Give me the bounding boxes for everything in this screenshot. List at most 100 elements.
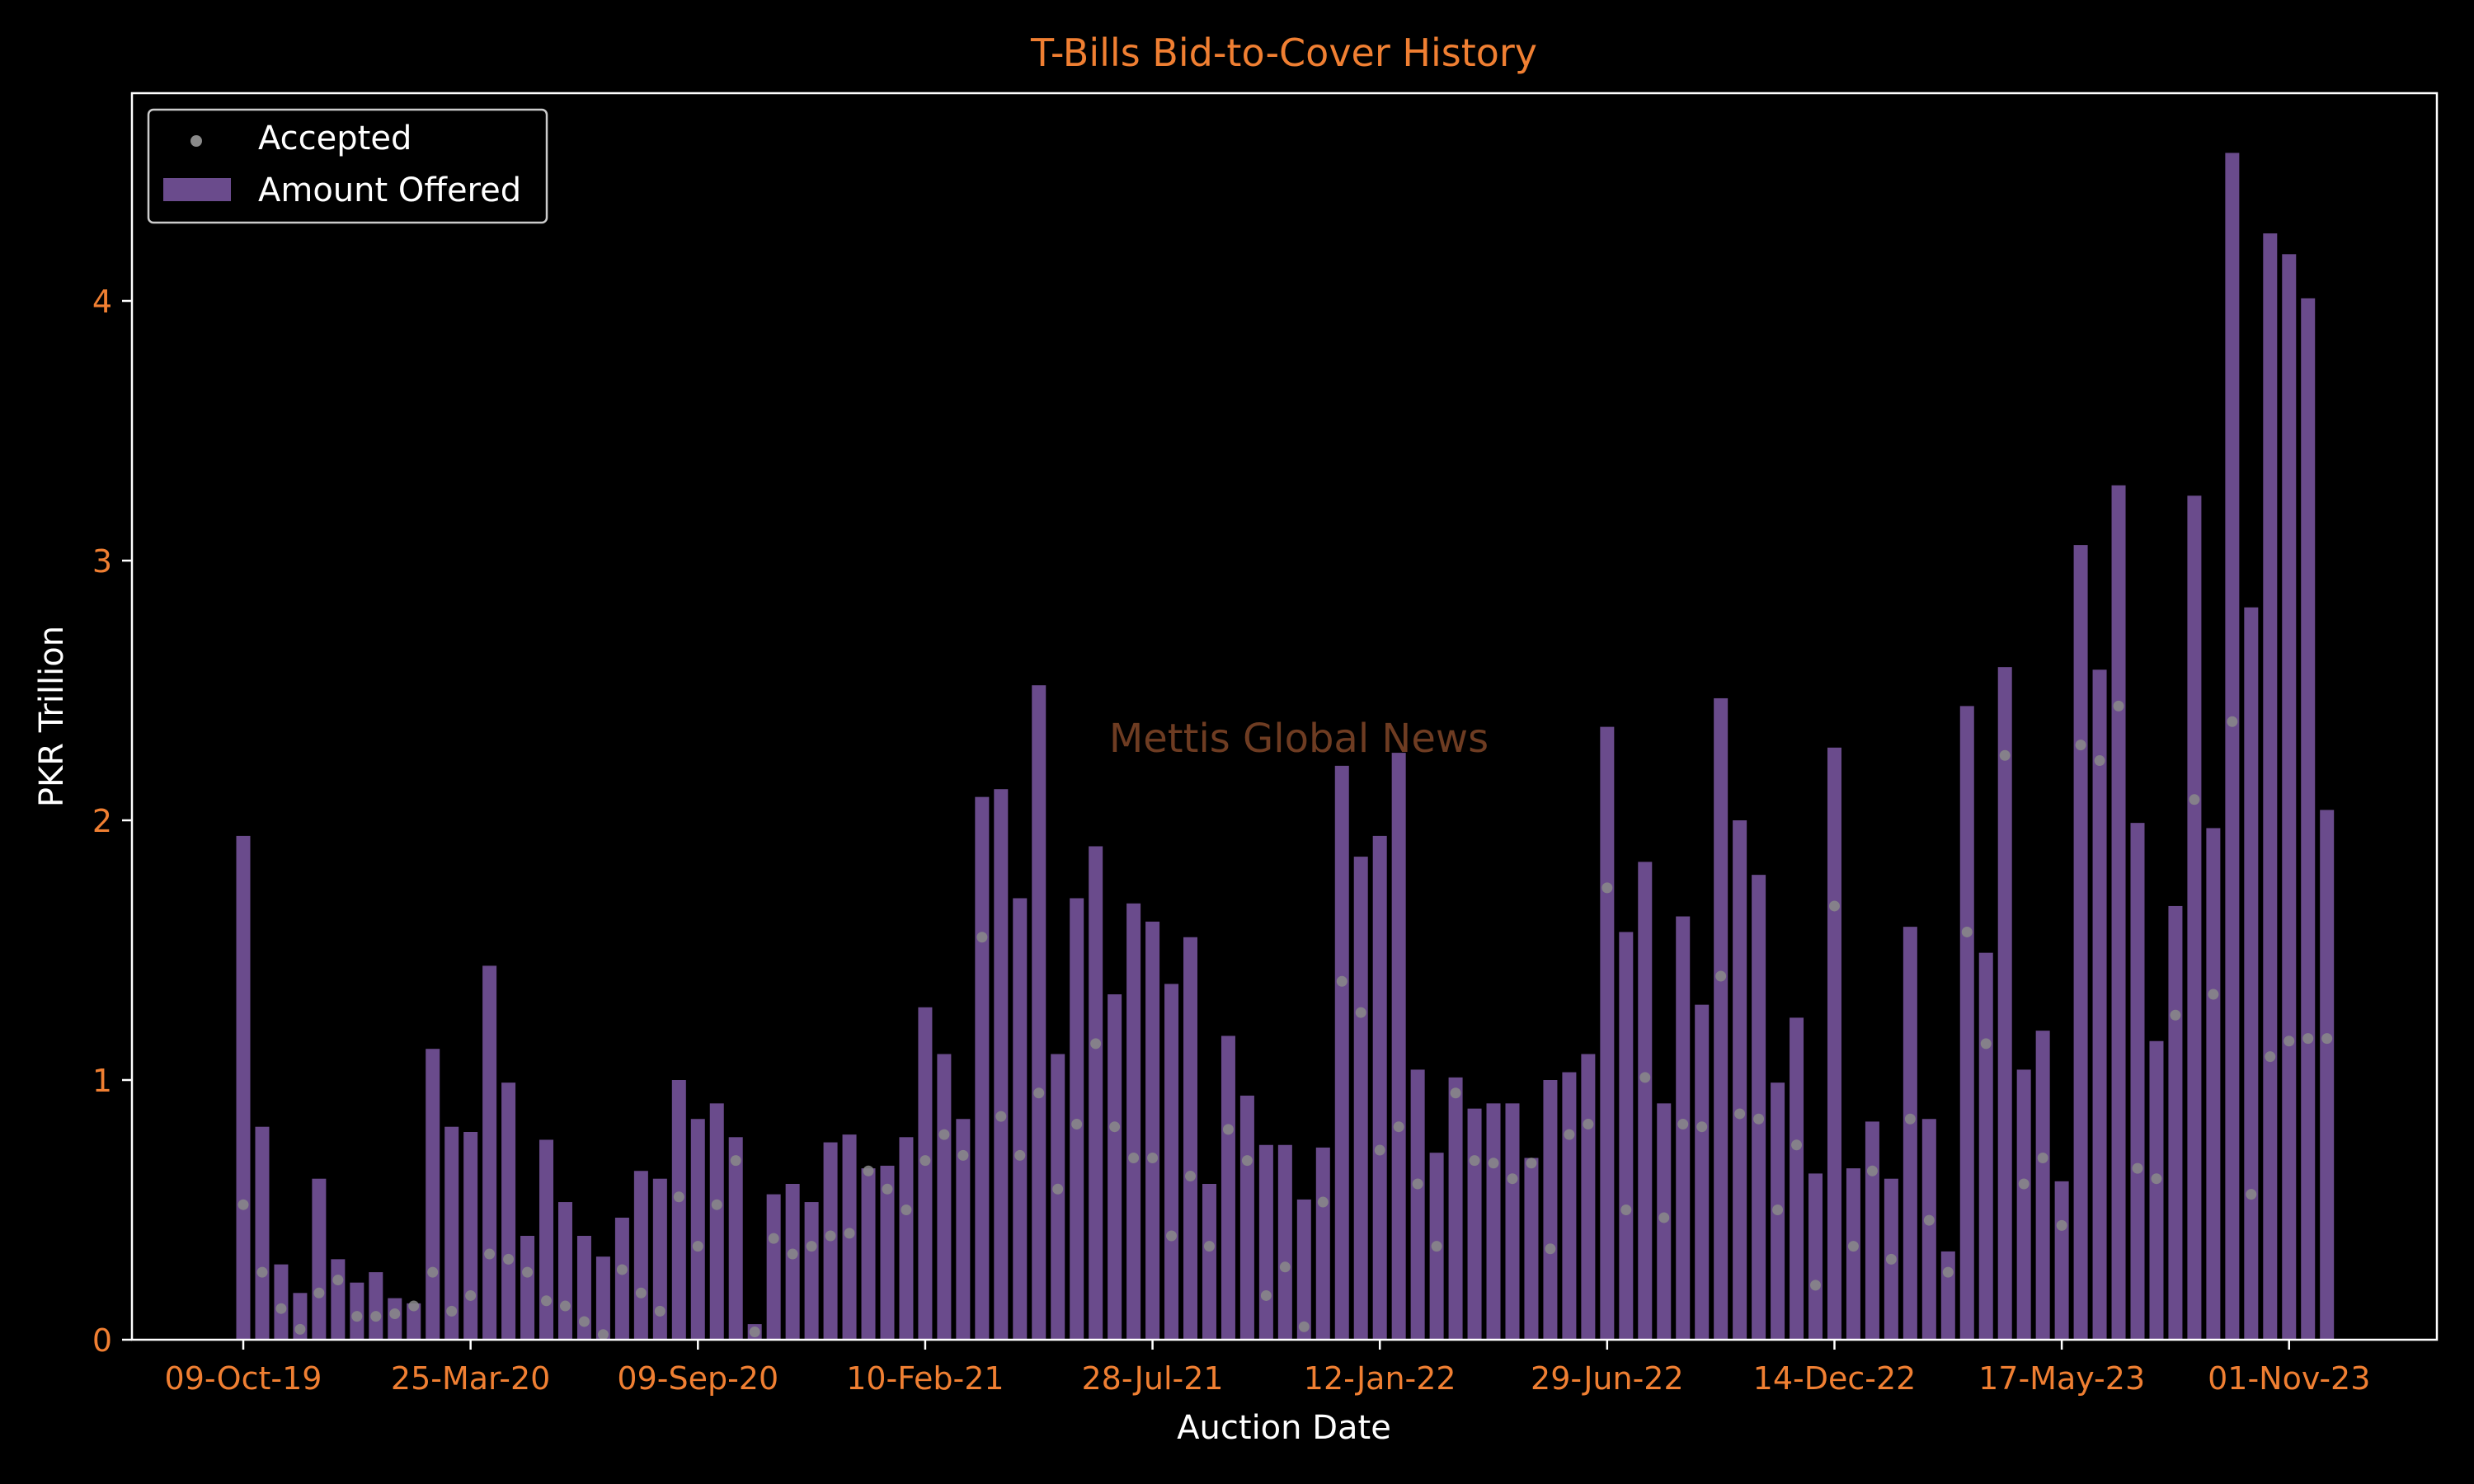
x-tick-label: 09-Oct-19 — [165, 1360, 322, 1397]
bar-amount-offered — [2263, 233, 2278, 1341]
point-accepted — [673, 1191, 684, 1203]
bar-amount-offered — [1543, 1080, 1558, 1340]
bar-amount-offered — [918, 1007, 933, 1340]
bar-amount-offered — [1145, 921, 1160, 1340]
point-accepted — [275, 1303, 287, 1314]
point-accepted — [351, 1311, 363, 1322]
point-accepted — [1904, 1113, 1916, 1125]
bar-amount-offered — [2149, 1040, 2164, 1340]
bar-amount-offered — [463, 1132, 478, 1340]
bar-amount-offered — [407, 1303, 421, 1340]
bar-amount-offered — [956, 1119, 971, 1340]
plot-frame — [130, 92, 2439, 1341]
point-accepted — [654, 1305, 666, 1317]
point-accepted — [1639, 1072, 1651, 1083]
point-accepted — [1734, 1108, 1746, 1120]
bar-amount-offered — [520, 1236, 535, 1340]
point-accepted — [616, 1264, 628, 1275]
point-accepted — [1052, 1183, 1064, 1195]
y-tick-label: 4 — [92, 284, 112, 320]
bar-amount-offered — [614, 1217, 629, 1340]
bar-amount-offered — [937, 1054, 952, 1340]
bar-amount-offered — [482, 965, 497, 1340]
bar-amount-offered — [1600, 726, 1615, 1340]
bar-amount-offered — [501, 1082, 516, 1340]
point-accepted — [2037, 1153, 2048, 1163]
point-accepted — [2302, 1033, 2314, 1045]
bar-amount-offered — [2206, 828, 2221, 1340]
legend-offered-swatch — [163, 178, 231, 201]
point-accepted — [1772, 1205, 1784, 1215]
point-accepted — [1545, 1243, 1556, 1255]
bar-amount-offered — [1467, 1108, 1482, 1340]
point-accepted — [1260, 1289, 1272, 1301]
point-accepted — [844, 1228, 855, 1239]
y-tick-label: 2 — [92, 803, 112, 839]
bar-amount-offered — [1695, 1004, 1710, 1340]
point-accepted — [559, 1300, 571, 1312]
point-accepted — [2265, 1051, 2276, 1063]
point-accepted — [294, 1323, 306, 1335]
bar-amount-offered — [1921, 1119, 1936, 1340]
bar-amount-offered — [1997, 667, 2012, 1340]
legend-offered-label: Amount Offered — [258, 171, 521, 209]
point-accepted — [1507, 1173, 1518, 1185]
point-accepted — [1866, 1165, 1878, 1176]
bar-amount-offered — [1808, 1173, 1823, 1340]
point-accepted — [1810, 1280, 1822, 1291]
bar-amount-offered — [1239, 1095, 1254, 1340]
point-accepted — [1222, 1124, 1234, 1135]
point-accepted — [1279, 1261, 1291, 1273]
bar-amount-offered — [728, 1137, 743, 1340]
x-tick-label: 29-Jun-22 — [1531, 1360, 1684, 1397]
x-axis-ticks: 09-Oct-19 25-Mar-20 09-Sep-20 10-Feb-21 28-J… — [165, 1340, 2370, 1397]
bar-amount-offered — [312, 1178, 327, 1340]
y-axis-ticks: 0 1 2 3 4 — [92, 284, 132, 1359]
point-accepted — [1450, 1087, 1461, 1099]
bar-amount-offered — [1108, 994, 1122, 1340]
bar-amount-offered — [1183, 937, 1197, 1340]
point-accepted — [768, 1233, 779, 1244]
point-accepted — [256, 1266, 268, 1278]
point-accepted — [1412, 1178, 1423, 1190]
legend: Accepted Amount Offered — [147, 108, 548, 224]
bar-amount-offered — [804, 1202, 819, 1340]
point-accepted — [1128, 1153, 1140, 1163]
bar-amount-offered — [1334, 765, 1349, 1340]
point-accepted — [597, 1329, 609, 1341]
point-accepted — [1109, 1121, 1121, 1133]
bar-amount-offered — [1089, 846, 1103, 1340]
point-accepted — [2151, 1173, 2162, 1185]
bar-amount-offered — [633, 1171, 648, 1340]
bar-amount-offered — [444, 1126, 459, 1340]
bar-amount-offered — [2244, 607, 2259, 1340]
point-accepted — [389, 1308, 401, 1319]
bar-amount-offered — [274, 1264, 289, 1340]
point-accepted — [749, 1327, 760, 1338]
point-accepted — [313, 1287, 325, 1298]
point-accepted — [1564, 1129, 1575, 1140]
legend-accepted-marker — [190, 135, 202, 147]
point-accepted — [901, 1205, 912, 1215]
point-accepted — [2321, 1033, 2333, 1045]
bar-amount-offered — [1714, 697, 1729, 1340]
point-accepted — [2246, 1189, 2257, 1200]
point-accepted — [882, 1183, 893, 1195]
point-accepted — [1526, 1158, 1537, 1169]
point-accepted — [1147, 1153, 1159, 1163]
point-accepted — [1677, 1119, 1689, 1130]
y-tick-label: 1 — [92, 1063, 112, 1099]
point-accepted — [2075, 740, 2086, 751]
bar-amount-offered — [1221, 1036, 1235, 1340]
point-accepted — [465, 1289, 477, 1301]
y-axis-label: PKR Trillion — [33, 626, 71, 807]
legend-accepted-label: Accepted — [258, 120, 412, 157]
point-accepted — [1185, 1171, 1196, 1182]
bar-amount-offered — [1353, 857, 1368, 1340]
bar-amount-offered — [2111, 485, 2126, 1340]
chart-title: T-Bills Bid-to-Cover History — [1030, 31, 1537, 75]
x-tick-label: 28-Jul-21 — [1082, 1360, 1224, 1397]
x-tick-label: 09-Sep-20 — [617, 1360, 778, 1397]
point-accepted — [503, 1253, 515, 1265]
point-accepted — [2113, 700, 2124, 711]
